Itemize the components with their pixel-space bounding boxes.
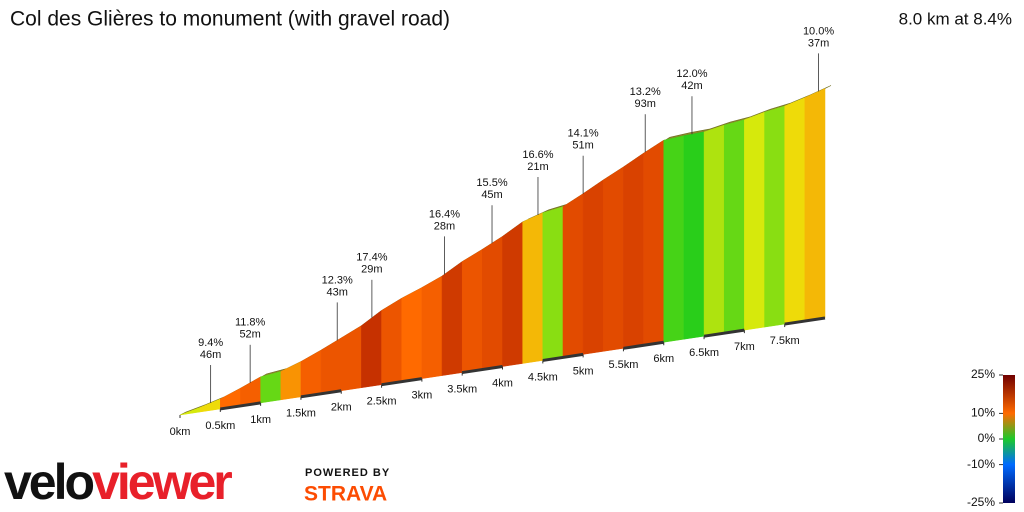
gradient-segment [663,135,685,343]
annotation-gradient: 12.3% [322,274,353,286]
gradient-segment [441,261,463,376]
x-tick-label: 0km [170,426,191,438]
gradient-segment [300,349,322,398]
gradient-segment [280,361,302,401]
x-tick-label: 1km [250,414,271,426]
gradient-segment [562,193,584,358]
gradient-segment [341,325,362,392]
annotation-gradient: 17.4% [356,252,387,264]
color-tick-label: 25% [971,367,995,381]
x-tick-label: 7.5km [770,335,800,347]
gradient-segment [703,124,725,337]
gradient-segment [542,206,564,361]
logo-viewer-part: viewer [92,454,232,510]
annotation-gradient: 11.8% [235,317,266,329]
annotation-length: 42m [681,80,702,92]
annotation-length: 52m [239,329,260,341]
gradient-segment [240,376,261,407]
base-band [703,328,745,338]
gradient-segment [582,179,604,355]
x-tick-label: 5.5km [608,359,638,371]
annotation-length: 93m [635,98,656,110]
gradient-segment [643,139,664,346]
base-band [623,340,664,350]
color-tick-label: 0% [978,431,996,445]
gradient-segment [522,212,544,364]
gradient-segment [421,275,443,379]
base-band [784,316,826,326]
x-tick-label: 5km [573,365,594,377]
annotation-length: 28m [434,220,455,232]
x-tick-label: 4km [492,377,513,389]
gradient-segment [361,309,382,389]
gradient-segment [179,407,201,416]
x-tick-label: 0.5km [205,420,235,432]
annotation-gradient: 9.4% [198,337,223,349]
base-band [220,401,261,411]
annotation-gradient: 16.4% [429,208,460,220]
base-band [542,352,584,362]
annotation-gradient: 14.1% [568,128,599,140]
color-tick-label: 10% [971,406,995,420]
logo-velo-part: velo [4,454,94,510]
chart-subtitle: 8.0 km at 8.4% [899,9,1012,28]
x-tick-label: 3km [411,390,432,402]
gradient-segment [482,235,503,370]
annotation-length: 51m [572,140,593,152]
gradient-segment [764,105,785,328]
x-tick-label: 7km [734,341,755,353]
gradient-segment [804,88,826,322]
x-tick-label: 2km [331,402,352,414]
gradient-segment [260,371,282,404]
branding: veloviewer POWERED BY STRAVA [4,454,390,510]
x-tick-label: 1.5km [286,408,316,420]
gradient-segment [744,111,765,331]
x-tick-label: 4.5km [528,371,558,383]
annotation-length: 21m [527,161,548,173]
annotation-gradient: 12.0% [676,68,707,80]
base-band [461,365,503,375]
gradient-segment [683,131,705,340]
color-tick-label: -25% [967,495,995,509]
annotation-gradient: 15.5% [476,177,507,189]
annotation-gradient: 10.0% [803,25,834,37]
x-tick-label: 2.5km [367,396,397,408]
annotation-gradient: 13.2% [630,86,661,98]
annotation-length: 37m [808,37,829,49]
gradient-segment [461,248,483,373]
annotation-gradient: 16.6% [522,149,553,161]
strava-logo: STRAVA [304,483,387,506]
gradient-segment [381,297,402,385]
gradient-segment [401,287,423,382]
gradient-segment [723,119,745,334]
gradient-segment [502,221,523,367]
x-tick-label: 6.5km [689,347,719,359]
powered-by: POWERED BY [305,467,390,479]
x-tick-label: 3.5km [447,383,477,395]
annotation-length: 46m [200,349,221,361]
base-band [381,377,423,387]
annotation-length: 29m [361,264,382,276]
gradient-segment [320,337,342,395]
annotation-length: 43m [327,286,348,298]
annotation-length: 45m [481,189,502,201]
gradient-segment [784,97,806,325]
gradient-segment [623,152,644,349]
base-band [300,389,342,399]
gradient-segment [603,166,624,352]
color-tick-label: -10% [967,457,995,471]
x-tick-label: 6km [653,353,674,365]
logo-velo: veloviewer [4,454,232,510]
color-bar [1003,375,1015,503]
chart-title: Col des Glières to monument (with gravel… [10,8,450,31]
